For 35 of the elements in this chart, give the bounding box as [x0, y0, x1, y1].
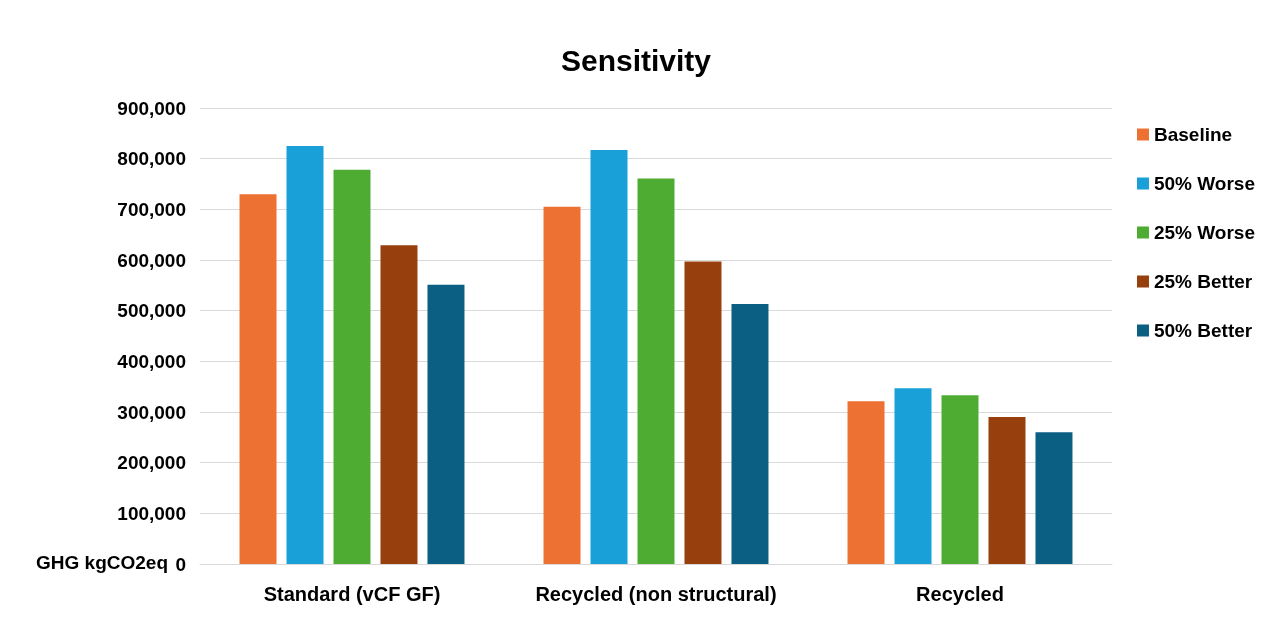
legend-label: 50% Worse	[1153, 173, 1255, 194]
bar	[543, 206, 581, 564]
y-tick-label: 700,000	[117, 198, 186, 220]
bar	[286, 146, 324, 564]
legend-label: 50% Better	[1153, 320, 1253, 341]
legend-label: 25% Better	[1153, 271, 1253, 292]
chart-title: Sensitivity	[560, 43, 712, 77]
y-axis-title: GHG kgCO2eq	[36, 552, 169, 573]
bar	[988, 417, 1026, 564]
y-tick-label: 800,000	[117, 148, 186, 170]
bar	[239, 194, 277, 564]
bar	[590, 150, 628, 564]
bar	[684, 261, 722, 564]
bar	[637, 178, 675, 564]
y-tick-label: 400,000	[117, 350, 186, 372]
bar	[894, 388, 932, 564]
legend-label: Baseline	[1153, 124, 1233, 145]
bar	[847, 401, 885, 564]
bar	[380, 245, 418, 564]
bar	[941, 395, 979, 564]
y-tick-label: 300,000	[117, 401, 186, 423]
y-tick-label: 100,000	[117, 502, 186, 524]
bar	[427, 284, 465, 564]
bar	[333, 169, 371, 564]
y-tick-label: 0	[175, 553, 186, 575]
x-tick-label: Standard (vCF GF)	[263, 583, 441, 605]
legend-label: 25% Worse	[1153, 222, 1255, 243]
x-tick-label: Recycled (non structural)	[535, 583, 777, 605]
y-tick-label: 200,000	[117, 452, 186, 474]
y-tick-label: 500,000	[117, 300, 186, 322]
y-tick-label: 900,000	[117, 97, 186, 119]
x-tick-label: Recycled	[916, 583, 1004, 605]
bar	[1035, 432, 1073, 564]
y-tick-label: 600,000	[117, 249, 186, 271]
bar	[731, 304, 769, 564]
